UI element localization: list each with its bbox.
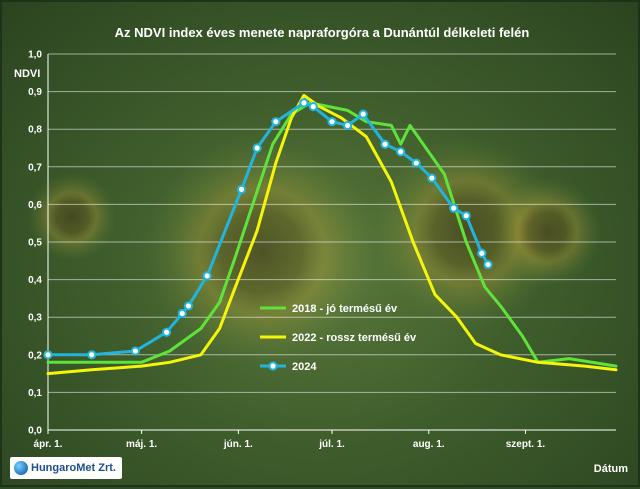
y-tick-label: 0,0 [28, 426, 42, 437]
hungaromet-logo-icon [14, 461, 28, 475]
x-tick-label: máj. 1. [126, 439, 157, 450]
data-point-2024 [271, 117, 281, 127]
legend-label: 2022 - rossz termésű év [292, 332, 417, 344]
x-tick-label: jún. 1. [223, 439, 253, 450]
data-point-2024 [130, 346, 140, 356]
data-point-2024 [308, 102, 318, 112]
legend-marker [268, 361, 278, 371]
data-point-2024 [236, 184, 247, 194]
data-point-2024 [183, 301, 194, 311]
data-point-2024 [477, 248, 487, 258]
data-point-2024 [202, 271, 212, 281]
logo-text: HungaroMet Zrt. [31, 462, 116, 474]
y-tick-label: 0,9 [28, 87, 42, 98]
legend-label: 2024 [292, 361, 317, 373]
x-tick-label: aug. 1. [413, 439, 445, 450]
y-tick-label: 0,3 [28, 313, 42, 324]
series-lines [43, 93, 618, 376]
data-point-2024 [161, 327, 172, 337]
data-point-2024 [252, 143, 262, 153]
data-point-2024 [380, 139, 390, 149]
data-point-2024 [43, 350, 53, 360]
y-tick-label: 0,6 [28, 200, 42, 211]
y-tick-label: 0,8 [28, 125, 42, 136]
x-tick-labels: ápr. 1. máj. 1. jún. 1. júl. 1. aug. 1. szept… [34, 439, 546, 450]
x-axis-title: Dátum [594, 463, 628, 475]
data-point-2024 [87, 350, 97, 360]
data-point-2024 [461, 211, 471, 221]
legend-label: 2018 - jó termésű év [292, 303, 398, 315]
data-point-2024 [483, 259, 493, 270]
data-point-2024 [411, 158, 421, 168]
y-tick-label: 0,5 [28, 238, 42, 249]
y-tick-label: 1,0 [28, 50, 42, 61]
y-tick-label: 0,1 [28, 388, 42, 399]
data-point-2024 [343, 120, 353, 131]
legend: 2018 - jó termésű év 2022 - rossz termésű… [260, 303, 417, 373]
y-axis-title: NDVI [14, 68, 40, 80]
data-point-2024 [299, 98, 309, 108]
x-tick-label: júl. 1. [318, 439, 345, 450]
x-tick-label: szept. 1. [506, 439, 546, 450]
y-tick-label: 0,4 [28, 275, 42, 286]
series-line-2022-rossz-term-s-v [46, 93, 618, 376]
hungaromet-logo: HungaroMet Zrt. [10, 457, 122, 479]
y-tick-label: 0,2 [28, 350, 42, 361]
x-tick-label: ápr. 1. [34, 439, 63, 450]
data-point-2024 [177, 308, 187, 319]
y-tick-label: 0,7 [28, 162, 42, 173]
chart-title: Az NDVI index éves menete napraforgóra a… [115, 25, 530, 40]
axes [47, 54, 616, 434]
data-point-2024 [396, 147, 406, 157]
data-point-2024 [327, 117, 337, 127]
series-line-2018-j-term-s-v [46, 101, 618, 368]
gridlines [48, 53, 616, 393]
data-point-2024 [427, 173, 437, 183]
data-point-2024 [449, 203, 459, 213]
data-point-2024 [358, 109, 368, 119]
y-tick-labels: 0,0 0,1 0,2 0,3 0,4 0,5 0,6 0,7 0,8 0,9 1,0 [28, 50, 42, 437]
